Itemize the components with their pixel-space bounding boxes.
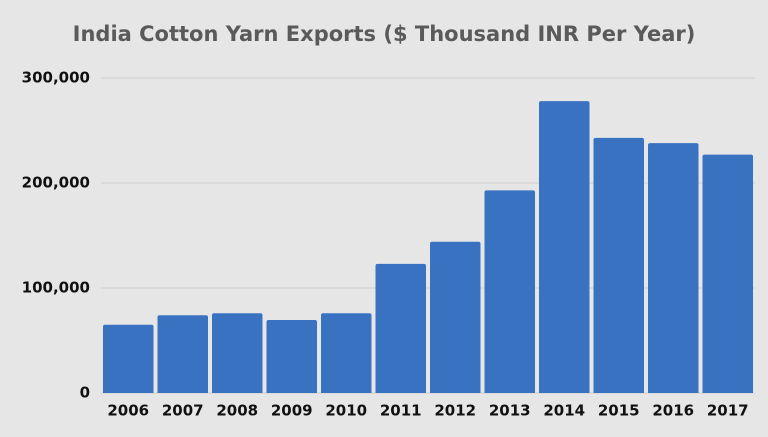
bar — [593, 137, 644, 393]
chart-title: India Cotton Yarn Exports ($ Thousand IN… — [73, 22, 696, 46]
x-tick-label: 2012 — [434, 402, 476, 420]
x-tick-label: 2015 — [598, 402, 640, 420]
y-tick-label: 100,000 — [22, 279, 90, 297]
bar — [484, 190, 535, 393]
bar — [539, 101, 590, 393]
y-tick-label: 200,000 — [22, 174, 90, 192]
bar — [648, 143, 699, 393]
x-tick-label: 2014 — [543, 402, 585, 420]
x-tick-label: 2009 — [271, 402, 313, 420]
x-tick-label: 2007 — [162, 402, 204, 420]
bar — [266, 320, 317, 393]
y-tick-label: 0 — [80, 384, 90, 402]
x-tick-label: 2006 — [107, 402, 149, 420]
bar — [430, 241, 481, 393]
bar — [375, 263, 426, 393]
x-tick-label: 2017 — [707, 402, 749, 420]
x-tick-label: 2016 — [652, 402, 694, 420]
bar — [103, 324, 154, 393]
bar — [212, 313, 263, 393]
bar — [321, 313, 372, 393]
bar — [702, 154, 753, 393]
x-tick-label: 2010 — [325, 402, 367, 420]
y-tick-label: 300,000 — [22, 69, 90, 87]
bar — [157, 315, 208, 393]
x-tick-label: 2013 — [489, 402, 531, 420]
x-tick-label: 2008 — [216, 402, 258, 420]
x-tick-label: 2011 — [380, 402, 422, 420]
